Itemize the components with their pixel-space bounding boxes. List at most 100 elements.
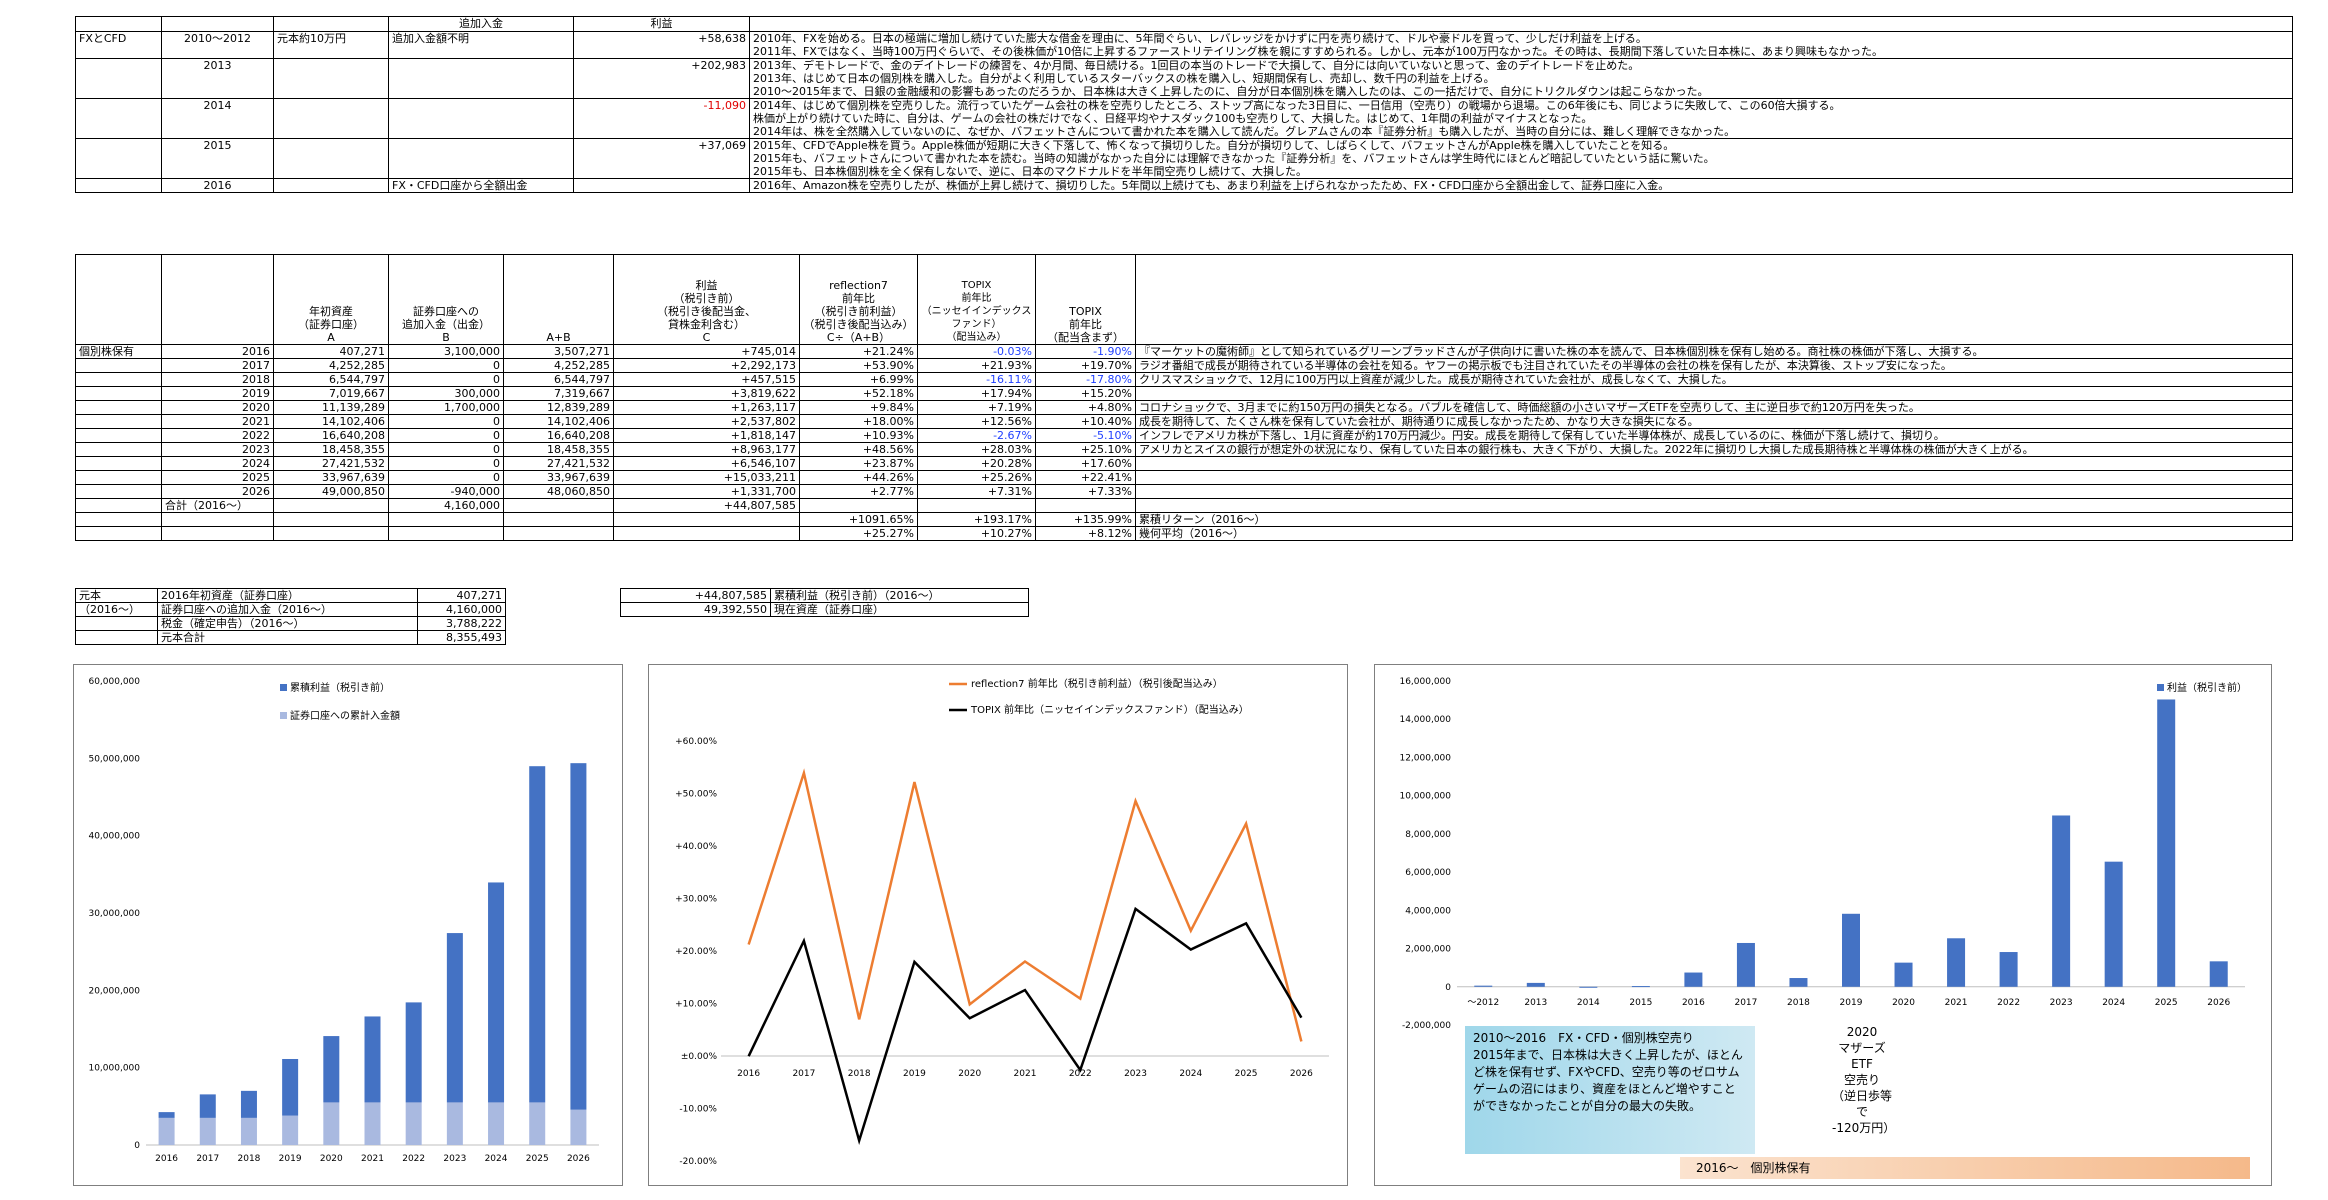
stat-topix1: +10.27% xyxy=(917,526,1036,541)
row-profit-c: +1,818,147 xyxy=(613,428,800,443)
sum-empty xyxy=(1135,498,2293,513)
row-ab: 6,544,797 xyxy=(503,372,614,387)
bar-profit xyxy=(240,1090,257,1118)
summary-value: 49,392,550 xyxy=(620,602,771,617)
row-principal: 元本約10万円 xyxy=(273,31,389,59)
legend-swatch xyxy=(280,684,287,691)
header-topix1: TOPIX 前年比 （ニッセイインデックスファンド） （配当込み） xyxy=(917,254,1036,345)
row-ab: 4,252,285 xyxy=(503,358,614,373)
x-tick-label: 2021 xyxy=(361,1154,384,1164)
series-line xyxy=(747,906,1303,1146)
header-ab: A+B xyxy=(503,254,614,345)
bar-profit xyxy=(1999,952,2018,987)
stat-reflection: +25.27% xyxy=(799,526,918,541)
header-b: 証券口座への 追加入金（出金） B xyxy=(388,254,504,345)
principal-empty xyxy=(75,630,158,645)
bar-profit xyxy=(282,1058,299,1116)
y-tick-label: 0 xyxy=(1445,983,1451,993)
row-profit-c: +745,014 xyxy=(613,344,800,359)
summary-label: 累積利益（税引き前）（2016～） xyxy=(770,588,1029,603)
row-profit-c: +8,963,177 xyxy=(613,442,800,457)
row-reflection: +23.87% xyxy=(799,456,918,471)
stat-empty xyxy=(161,512,274,527)
summary-label: 現在資産（証券口座） xyxy=(770,602,1029,617)
bar-profit xyxy=(323,1036,340,1103)
stat-reflection: +1091.65% xyxy=(799,512,918,527)
row-topix1: +25.26% xyxy=(917,470,1036,485)
bar-deposit xyxy=(240,1117,257,1145)
row-topix2: +19.70% xyxy=(1035,358,1136,373)
x-tick-label: 2025 xyxy=(2155,998,2178,1008)
y-tick-label: +40.00% xyxy=(675,842,717,852)
row-label xyxy=(75,372,162,387)
row-profit-c: +3,819,622 xyxy=(613,386,800,401)
row-label xyxy=(75,358,162,373)
row-topix1: +12.56% xyxy=(917,414,1036,429)
stat-empty xyxy=(75,512,162,527)
row-notes: 2010年、FXを始める。日本の極端に増加し続けていた膨大な借金を理由に、5年間… xyxy=(749,31,2293,59)
row-notes: 2015年、CFDでApple株を買う。Apple株価が短期に大きく下落して、怖… xyxy=(749,138,2293,179)
row-topix2: +7.33% xyxy=(1035,484,1136,499)
stat-topix2: +135.99% xyxy=(1035,512,1136,527)
row-reflection: +6.99% xyxy=(799,372,918,387)
x-tick-label: 2015 xyxy=(1629,998,1652,1008)
row-topix2: -1.90% xyxy=(1035,344,1136,359)
note-line: 2010年、FXを始める。日本の極端に増加し続けていた膨大な借金を理由に、5年間… xyxy=(753,32,1647,46)
x-tick-label: 2022 xyxy=(1069,1069,1092,1079)
row-deposit: FX・CFD口座から全額出金 xyxy=(388,178,574,193)
row-topix1: -2.67% xyxy=(917,428,1036,443)
row-topix1: +28.03% xyxy=(917,442,1036,457)
principal-label: 証券口座への追加入金（2016～） xyxy=(157,602,418,617)
row-label: 個別株保有 xyxy=(75,344,162,359)
bar-profit xyxy=(364,1016,381,1103)
stat-label: 累積リターン（2016～） xyxy=(1135,512,2293,527)
bar-deposit xyxy=(199,1117,216,1145)
bar-deposit xyxy=(446,1102,463,1145)
note-line: 2015年も、日本株個別株を全く保有しないで、逆に、日本のマクドナルドを半年間空… xyxy=(753,165,1308,178)
x-tick-label: 2024 xyxy=(2102,998,2125,1008)
row-label xyxy=(75,414,162,429)
x-tick-label: 2020 xyxy=(958,1069,981,1079)
bar-deposit xyxy=(282,1115,299,1145)
x-tick-label: 2018 xyxy=(1787,998,1810,1008)
row-profit xyxy=(573,178,750,193)
row-note xyxy=(1135,470,2293,485)
row-profit-c: +6,546,107 xyxy=(613,456,800,471)
row-note: クリスマスショックで、12月に100万円以上資産が減少した。成長が期待されていた… xyxy=(1135,372,2293,387)
row-year: 2014 xyxy=(161,98,274,139)
bar-profit xyxy=(1947,938,1966,987)
note-line: 2011年、FXではなく、当時100万円ぐらいで、その後株価が10倍に上昇するフ… xyxy=(753,45,1883,58)
row-year: 2025 xyxy=(161,470,274,485)
x-tick-label: 2017 xyxy=(1734,998,1757,1008)
principal-head2: （2016～） xyxy=(75,602,158,617)
table-row: 2025 33,967,639 0 33,967,639 +15,033,211 +44.… xyxy=(75,470,2293,485)
bar-profit xyxy=(2052,815,2071,987)
x-tick-label: 2023 xyxy=(1124,1069,1147,1079)
row-assets-a: 27,421,532 xyxy=(273,456,389,471)
row-assets-a: 4,252,285 xyxy=(273,358,389,373)
row-reflection: +21.24% xyxy=(799,344,918,359)
note-line: 2015年も、バフェットさんについて書かれた本を読む。当時の知識がなかった自分に… xyxy=(753,152,1715,165)
bar-profit xyxy=(199,1094,216,1118)
row-deposit-b: 3,100,000 xyxy=(388,344,504,359)
stat-empty xyxy=(75,526,162,541)
stat-topix2: +8.12% xyxy=(1035,526,1136,541)
row-ab: 12,839,289 xyxy=(503,400,614,415)
x-tick-label: 2017 xyxy=(196,1154,219,1164)
fx-cfd-table: 追加入金 利益 FXとCFD 2010～2012 元本約10万円 追加入金額不明 +58… xyxy=(75,16,2293,193)
row-note: 『マーケットの魔術師』として知られているグリーンブラッドさんが子供向けに書いた株… xyxy=(1135,344,2293,359)
row-year: 2010～2012 xyxy=(161,31,274,59)
row-deposit-b: -940,000 xyxy=(388,484,504,499)
row-year: 2016 xyxy=(161,344,274,359)
y-tick-label: +20.00% xyxy=(675,947,717,957)
x-tick-label: 2024 xyxy=(485,1154,508,1164)
row-deposit xyxy=(388,58,574,99)
x-tick-label: 2020 xyxy=(320,1154,343,1164)
bar-profit xyxy=(158,1112,175,1118)
row-ab: 16,640,208 xyxy=(503,428,614,443)
bar-profit xyxy=(488,882,505,1103)
sum-profit: +44,807,585 xyxy=(613,498,800,513)
stat-label: 幾何平均（2016～） xyxy=(1135,526,2293,541)
y-tick-label: 0 xyxy=(134,1141,140,1151)
row-topix2: -17.80% xyxy=(1035,372,1136,387)
